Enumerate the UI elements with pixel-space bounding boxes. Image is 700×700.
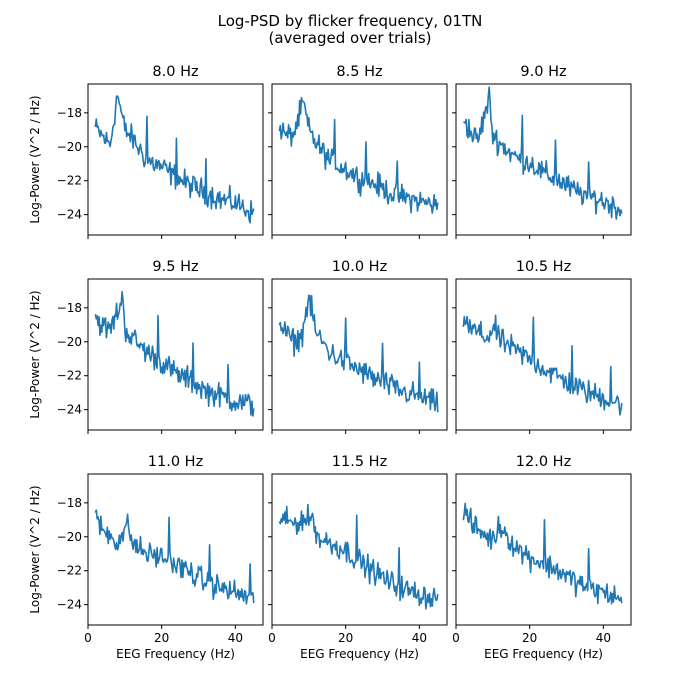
panel-title: 10.0 Hz xyxy=(332,259,387,275)
panel-3: 9.0 Hz xyxy=(452,64,632,239)
x-tick-label: 40 xyxy=(228,631,243,645)
panel-7: 11.0 Hz −18 −20 −22 −24 0 20 40 EEG Frequency (H… xyxy=(28,454,264,661)
figure-title-line2: (averaged over trials) xyxy=(268,29,431,47)
psd-line xyxy=(462,502,623,605)
x-tick-label: 0 xyxy=(84,631,92,645)
x-tick-label: 20 xyxy=(154,631,169,645)
panel-5: 10.0 Hz xyxy=(268,259,448,434)
y-tick-label: −24 xyxy=(57,208,82,222)
axes-frame xyxy=(455,473,632,626)
y-axis-label: Log-Power (V^2 / Hz) xyxy=(28,290,42,418)
x-axis-label: EEG Frequency (Hz) xyxy=(484,647,603,661)
y-axis-label: Log-Power (V^2 / Hz) xyxy=(28,95,42,223)
panel-1: 8.0 Hz −18 −20 −22 −24 Log-Power (V^2 / Hz) xyxy=(28,64,264,239)
panel-title: 10.5 Hz xyxy=(516,259,571,275)
axes-frame xyxy=(87,278,264,431)
axes-frame xyxy=(87,473,264,626)
psd-line xyxy=(94,290,255,417)
y-tick-label: −18 xyxy=(57,496,82,510)
y-tick-label: −18 xyxy=(57,106,82,120)
y-tick-label: −18 xyxy=(57,301,82,315)
panel-title: 8.0 Hz xyxy=(152,64,198,80)
y-tick-label: −20 xyxy=(57,335,82,349)
axes-frame xyxy=(455,278,632,431)
x-tick-label: 40 xyxy=(412,631,427,645)
x-tick-label: 0 xyxy=(452,631,460,645)
panel-title: 11.0 Hz xyxy=(148,454,203,470)
y-tick-label: −22 xyxy=(57,174,82,188)
panel-2: 8.5 Hz xyxy=(268,64,448,239)
panel-6: 10.5 Hz xyxy=(452,259,632,434)
panel-title: 9.5 Hz xyxy=(152,259,198,275)
psd-line xyxy=(94,509,255,605)
y-tick-label: −24 xyxy=(57,403,82,417)
panel-title: 8.5 Hz xyxy=(336,64,382,80)
x-tick-label: 20 xyxy=(522,631,537,645)
psd-line xyxy=(462,314,623,416)
x-tick-label: 0 xyxy=(268,631,276,645)
psd-line xyxy=(278,96,439,214)
axes-frame xyxy=(87,83,264,236)
panel-8: 11.5 Hz 0 20 40 EEG Frequency (Hz) xyxy=(268,454,448,661)
axes-frame xyxy=(271,83,448,236)
psd-line xyxy=(278,294,439,413)
panel-title: 11.5 Hz xyxy=(332,454,387,470)
panel-title: 12.0 Hz xyxy=(516,454,571,470)
axes-frame xyxy=(455,83,632,236)
y-tick-label: −22 xyxy=(57,564,82,578)
x-axis-label: EEG Frequency (Hz) xyxy=(116,647,235,661)
panel-9: 12.0 Hz 0 20 40 EEG Frequency (Hz) xyxy=(452,454,632,661)
psd-line xyxy=(94,95,255,224)
figure-title-line1: Log-PSD by flicker frequency, 01TN xyxy=(218,12,483,30)
panel-4: 9.5 Hz −18 −20 −22 −24 Log-Power (V^2 / Hz) xyxy=(28,259,264,434)
axes-frame xyxy=(271,278,448,431)
panel-title: 9.0 Hz xyxy=(520,64,566,80)
y-tick-label: −22 xyxy=(57,369,82,383)
y-axis-label: Log-Power (V^2 / Hz) xyxy=(28,485,42,613)
x-axis-label: EEG Frequency (Hz) xyxy=(300,647,419,661)
psd-line xyxy=(278,503,439,610)
y-tick-label: −24 xyxy=(57,598,82,612)
y-tick-label: −20 xyxy=(57,140,82,154)
psd-line xyxy=(463,86,623,220)
x-tick-label: 20 xyxy=(338,631,353,645)
x-tick-label: 40 xyxy=(596,631,611,645)
axes-frame xyxy=(271,473,448,626)
y-tick-label: −20 xyxy=(57,530,82,544)
